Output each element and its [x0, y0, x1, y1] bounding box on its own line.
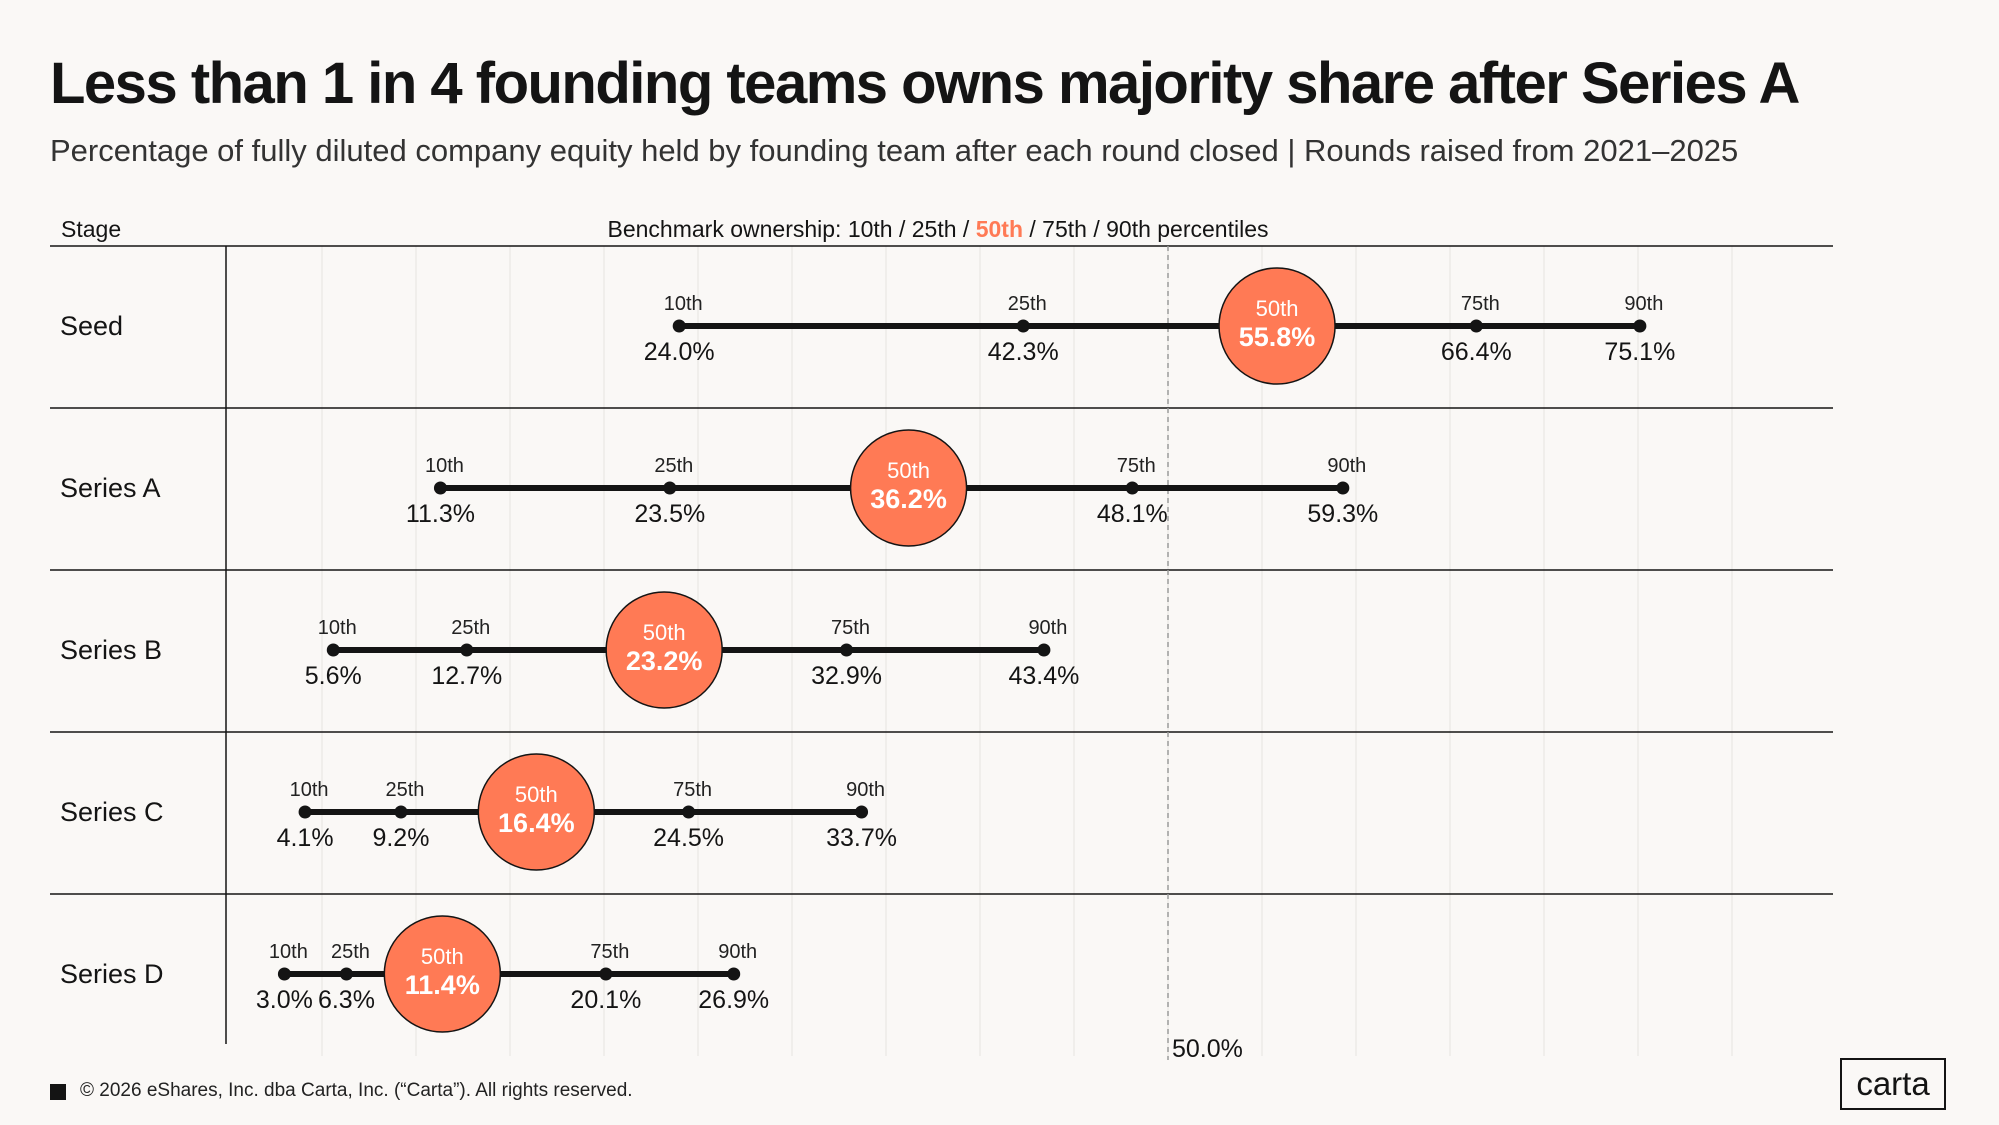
percentile-point: [1037, 643, 1051, 657]
stage-label: Series C: [60, 797, 164, 827]
stage-label: Series D: [60, 959, 164, 989]
benchmark-header: Benchmark ownership: 10th / 25th / 50th …: [608, 216, 1269, 242]
reference-line-label: 50.0%: [1172, 1035, 1243, 1060]
value-label: 59.3%: [1307, 500, 1378, 528]
percentile-label: 90th: [1327, 455, 1366, 477]
stage-label: Series A: [60, 473, 161, 503]
percentile-point: [599, 967, 613, 981]
median-percentile-label: 50th: [887, 458, 930, 483]
percentile-point: [682, 805, 696, 819]
median-circle: [477, 753, 596, 871]
logo-text: carta: [1856, 1065, 1930, 1102]
percentile-label: 25th: [331, 941, 370, 963]
percentile-point: [727, 967, 741, 981]
value-label: 4.1%: [277, 824, 334, 852]
percentile-label: 25th: [654, 455, 693, 477]
percentile-point: [298, 805, 312, 819]
value-label: 11.3%: [406, 500, 475, 528]
stage-label: Seed: [60, 311, 123, 341]
value-label: 23.5%: [634, 500, 705, 528]
range-chart: Stage Benchmark ownership: 10th / 25th / …: [50, 216, 1833, 1060]
value-label: 32.9%: [811, 662, 882, 690]
percentile-point: [672, 319, 686, 333]
header-part: / 75th / 90th percentiles: [1023, 216, 1269, 242]
copyright-text: © 2026 eShares, Inc. dba Carta, Inc. (“C…: [80, 1080, 633, 1101]
median-circle: [605, 591, 723, 709]
median-percentile-label: 50th: [643, 620, 686, 645]
median-percentile-label: 50th: [421, 944, 464, 969]
value-label: 24.0%: [644, 338, 715, 366]
chart-subtitle: Percentage of fully diluted company equi…: [50, 133, 1739, 168]
percentile-label: 10th: [318, 617, 357, 639]
stage-label: Series B: [60, 635, 162, 665]
percentile-label: 90th: [1028, 617, 1067, 639]
median-circle: [383, 915, 502, 1033]
percentile-label: 10th: [664, 293, 703, 315]
percentile-label: 90th: [718, 941, 757, 963]
percentile-point: [394, 805, 408, 819]
median-circle: [1218, 267, 1336, 385]
stage-column-header: Stage: [61, 216, 121, 242]
median-value-label: 11.4%: [405, 970, 480, 1000]
percentile-label: 25th: [1008, 293, 1047, 315]
percentile-point: [460, 643, 474, 657]
value-label: 6.3%: [318, 986, 375, 1014]
value-label: 43.4%: [1008, 662, 1079, 690]
header-highlight-50th: 50th: [976, 216, 1023, 242]
value-label: 33.7%: [826, 824, 897, 852]
median-value-label: 36.2%: [870, 484, 947, 514]
percentile-point: [855, 805, 869, 819]
percentile-point: [1016, 319, 1030, 333]
percentile-point: [1633, 319, 1647, 333]
percentile-label: 75th: [831, 617, 870, 639]
footer-square-icon: [50, 1084, 66, 1100]
value-label: 12.7%: [431, 662, 502, 690]
percentile-label: 75th: [1461, 293, 1500, 315]
carta-logo: carta: [1840, 1058, 1946, 1110]
value-label: 20.1%: [570, 986, 641, 1014]
value-label: 26.9%: [698, 986, 769, 1014]
median-value-label: 16.4%: [498, 808, 575, 838]
median-value-label: 55.8%: [1239, 322, 1316, 352]
percentile-label: 25th: [385, 779, 424, 801]
header-part: Benchmark ownership: 10th / 25th /: [608, 216, 976, 242]
percentile-point: [339, 967, 353, 981]
value-label: 66.4%: [1441, 338, 1512, 366]
percentile-label: 90th: [1624, 293, 1663, 315]
percentile-point: [663, 481, 677, 495]
percentile-point: [1125, 481, 1139, 495]
value-label: 3.0%: [256, 986, 313, 1014]
percentile-label: 75th: [590, 941, 629, 963]
percentile-point: [840, 643, 854, 657]
median-circle: [849, 429, 968, 547]
median-percentile-label: 50th: [1256, 296, 1299, 321]
percentile-label: 25th: [451, 617, 490, 639]
percentile-label: 75th: [673, 779, 712, 801]
percentile-point: [1469, 319, 1483, 333]
median-value-label: 23.2%: [626, 646, 703, 676]
value-label: 42.3%: [988, 338, 1059, 366]
value-label: 24.5%: [653, 824, 724, 852]
value-label: 9.2%: [372, 824, 429, 852]
percentile-label: 10th: [290, 779, 329, 801]
percentile-point: [1336, 481, 1350, 495]
percentile-label: 10th: [425, 455, 464, 477]
percentile-point: [433, 481, 447, 495]
median-percentile-label: 50th: [515, 782, 558, 807]
chart-title: Less than 1 in 4 founding teams owns maj…: [50, 51, 1800, 116]
percentile-point: [326, 643, 340, 657]
percentile-point: [277, 967, 291, 981]
value-label: 75.1%: [1604, 338, 1675, 366]
percentile-label: 90th: [846, 779, 885, 801]
percentile-label: 10th: [269, 941, 308, 963]
value-label: 48.1%: [1097, 500, 1168, 528]
percentile-label: 75th: [1117, 455, 1156, 477]
value-label: 5.6%: [305, 662, 362, 690]
